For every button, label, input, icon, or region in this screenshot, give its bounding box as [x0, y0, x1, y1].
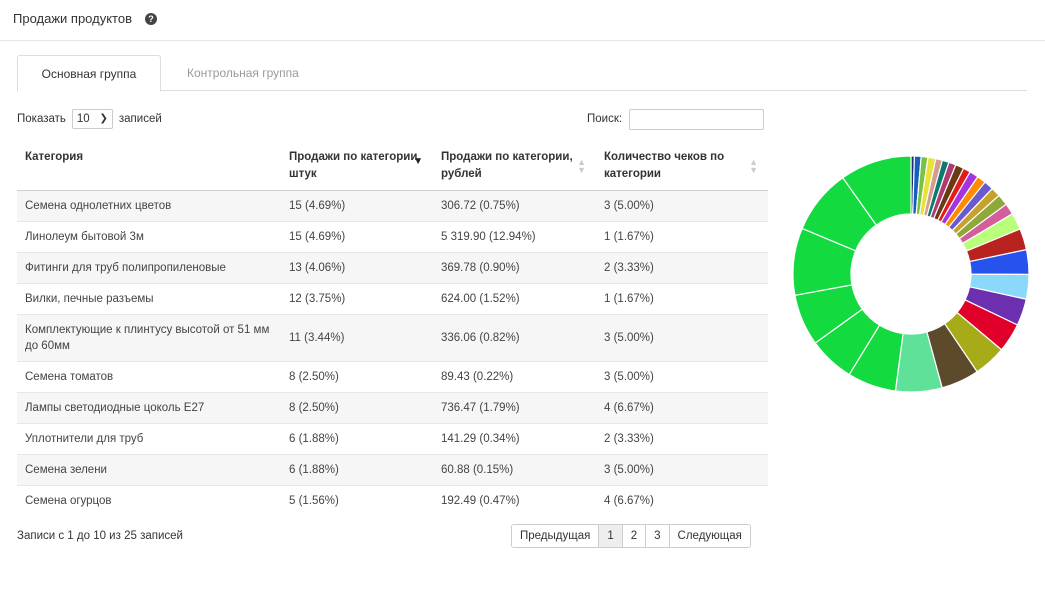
table-cell: 3 (5.00%): [596, 360, 768, 392]
donut-slice[interactable]: [841, 155, 912, 226]
table-cell: 4 (6.67%): [596, 391, 768, 423]
table-cell: 89.43 (0.22%): [433, 360, 596, 392]
table-cell: 306.72 (0.75%): [433, 189, 596, 221]
table-info: Записи с 1 до 10 из 25 записей: [17, 530, 183, 542]
table-cell: 4 (6.67%): [596, 484, 768, 516]
pagination: Предыдущая 1 2 3 Следующая: [511, 524, 751, 548]
table-cell: Семена томатов: [17, 360, 281, 392]
table-row: Линолеум бытовой 3м 15 (4.69%) 5 319.90 …: [17, 220, 768, 252]
table-cell: 8 (2.50%): [281, 391, 433, 423]
search-control: Поиск:: [587, 109, 764, 130]
table-cell: 2 (3.33%): [596, 422, 768, 454]
page-button-1[interactable]: 1: [599, 525, 623, 547]
table-cell: Лампы светодиодные цоколь E27: [17, 391, 281, 423]
table-header-row: Категория Продажи по категории, штук ▼ Пр…: [17, 138, 768, 191]
table-cell: 736.47 (1.79%): [433, 391, 596, 423]
page-button-2[interactable]: 2: [622, 525, 647, 547]
table-cell: Уплотнители для труб: [17, 422, 281, 454]
search-input[interactable]: [629, 109, 764, 130]
table-cell: 3 (5.00%): [596, 453, 768, 485]
table-cell: 192.49 (0.47%): [433, 484, 596, 516]
search-label: Поиск:: [587, 113, 623, 125]
chevron-down-icon: ❯: [99, 113, 108, 124]
page-length-control: Показать 10 ❯ записей: [17, 109, 162, 129]
page-length-select[interactable]: 10 ❯: [71, 109, 113, 129]
table-row: Семена томатов 8 (2.50%) 89.43 (0.22%) 3…: [17, 360, 768, 392]
entries-label: записей: [118, 113, 162, 125]
table-row: Вилки, печные разъемы 12 (3.75%) 624.00 …: [17, 282, 768, 314]
table-cell: 3 (5.00%): [596, 189, 768, 221]
table-cell: 624.00 (1.52%): [433, 282, 596, 314]
column-header-units[interactable]: Продажи по категории, штук ▼: [281, 138, 433, 191]
table-row: Уплотнители для труб 6 (1.88%) 141.29 (0…: [17, 422, 768, 454]
table-cell: Линолеум бытовой 3м: [17, 220, 281, 252]
table-cell: 141.29 (0.34%): [433, 422, 596, 454]
table-cell: 15 (4.69%): [281, 189, 433, 221]
column-header-rubles[interactable]: Продажи по категории, рублей ▲ ▼: [433, 138, 596, 191]
table-cell: Комплектующие к плинтусу высотой от 51 м…: [17, 313, 281, 361]
table-cell: 12 (3.75%): [281, 282, 433, 314]
page-title: Продажи продуктов: [13, 11, 132, 26]
table-cell: 6 (1.88%): [281, 422, 433, 454]
table-cell: 5 (1.56%): [281, 484, 433, 516]
table-row: Семена однолетних цветов 15 (4.69%) 306.…: [17, 189, 768, 221]
tab-bar: Основная группа Контрольная группа: [17, 55, 1027, 92]
table-cell: 6 (1.88%): [281, 453, 433, 485]
table-cell: Семена зелени: [17, 453, 281, 485]
table-cell: 369.78 (0.90%): [433, 251, 596, 283]
sales-table: Категория Продажи по категории, штук ▼ Пр…: [17, 138, 768, 516]
table-cell: 3 (5.00%): [596, 313, 768, 361]
question-circle-icon[interactable]: ?: [145, 13, 157, 25]
table-row: Комплектующие к плинтусу высотой от 51 м…: [17, 313, 768, 361]
tab-control-group[interactable]: Контрольная группа: [187, 66, 299, 80]
table-cell: 60.88 (0.15%): [433, 453, 596, 485]
sort-both-icon: ▲ ▼: [577, 157, 586, 175]
donut-chart-container: [792, 155, 1030, 393]
tab-main-group[interactable]: Основная группа: [17, 55, 161, 92]
donut-chart: [792, 155, 1030, 393]
table-cell: 336.06 (0.82%): [433, 313, 596, 361]
column-header-category[interactable]: Категория: [17, 138, 281, 191]
table-cell: 1 (1.67%): [596, 282, 768, 314]
table-cell: Фитинги для труб полипропиленовые: [17, 251, 281, 283]
next-page-button[interactable]: Следующая: [669, 525, 750, 547]
column-header-receipts[interactable]: Количество чеков по категории ▲ ▼: [596, 138, 768, 191]
table-row: Лампы светодиодные цоколь E27 8 (2.50%) …: [17, 391, 768, 423]
table-cell: 2 (3.33%): [596, 251, 768, 283]
table-cell: 11 (3.44%): [281, 313, 433, 361]
show-label: Показать: [17, 113, 66, 125]
table-row: Семена огурцов 5 (1.56%) 192.49 (0.47%) …: [17, 484, 768, 516]
page-header: Продажи продуктов ?: [0, 0, 1045, 41]
prev-page-button[interactable]: Предыдущая: [512, 525, 600, 547]
page-button-3[interactable]: 3: [646, 525, 670, 547]
sort-both-icon: ▲ ▼: [749, 157, 758, 175]
table-cell: 15 (4.69%): [281, 220, 433, 252]
table-cell: 5 319.90 (12.94%): [433, 220, 596, 252]
table-cell: Вилки, печные разъемы: [17, 282, 281, 314]
table-cell: 1 (1.67%): [596, 220, 768, 252]
table-cell: Семена огурцов: [17, 484, 281, 516]
page-length-value: 10: [76, 113, 90, 125]
table-row: Фитинги для труб полипропиленовые 13 (4.…: [17, 251, 768, 283]
table-cell: Семена однолетних цветов: [17, 189, 281, 221]
sort-desc-icon: ▼: [413, 156, 423, 167]
table-row: Семена зелени 6 (1.88%) 60.88 (0.15%) 3 …: [17, 453, 768, 485]
table-cell: 8 (2.50%): [281, 360, 433, 392]
table-cell: 13 (4.06%): [281, 251, 433, 283]
